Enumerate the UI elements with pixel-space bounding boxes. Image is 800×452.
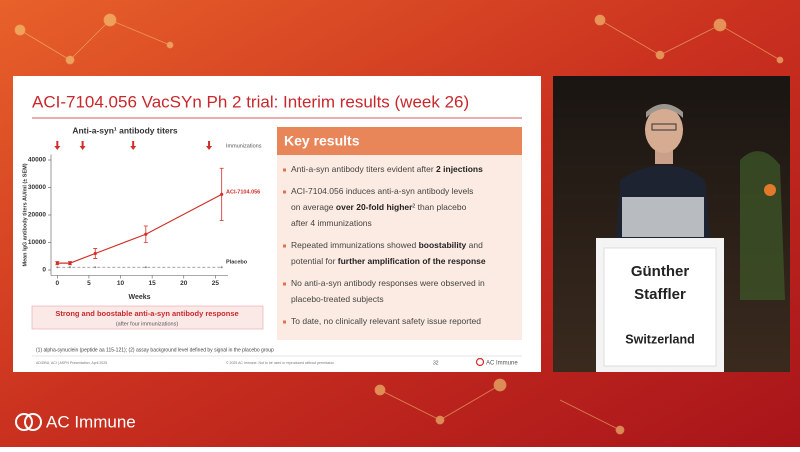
key-results-header bbox=[277, 127, 522, 155]
immunization-arrow bbox=[130, 141, 137, 150]
footer-logo: AC Immune bbox=[486, 361, 518, 367]
immunization-arrow bbox=[79, 141, 86, 150]
data-point bbox=[94, 266, 97, 269]
bullet-text: No anti-a-syn antibody responses were ob… bbox=[291, 278, 485, 288]
data-point bbox=[144, 232, 148, 236]
data-point bbox=[55, 261, 59, 265]
chart-title: Anti-a-syn¹ antibody titers bbox=[72, 125, 178, 135]
bullet-text: Repeated immunizations showed boostabili… bbox=[291, 240, 483, 250]
x-tick-label: 5 bbox=[87, 280, 91, 287]
speaker-figure bbox=[615, 104, 785, 300]
y-axis-label: Mean IgG antibody titers AU/ml (± SEM) bbox=[22, 163, 28, 266]
x-tick-label: 0 bbox=[56, 280, 60, 287]
bullet-segment: and bbox=[466, 240, 483, 250]
immunization-arrow bbox=[54, 141, 61, 150]
bullet-segment: Repeated immunizations showed bbox=[291, 240, 419, 250]
callout: Strong and boostable anti-a-syn antibody… bbox=[55, 309, 238, 318]
bullet-text: potential for further amplification of t… bbox=[291, 256, 486, 266]
bullet-segment: placebo-treated subjects bbox=[291, 294, 384, 304]
bullet-marker bbox=[283, 168, 286, 172]
bullet-marker bbox=[283, 190, 286, 194]
data-point bbox=[220, 192, 224, 196]
bullet-segment: No anti-a-syn antibody responses were ob… bbox=[291, 278, 485, 288]
footer-logo-mark bbox=[475, 357, 485, 367]
y-tick-label: 10000 bbox=[28, 239, 46, 246]
footer-center: © 2025 AC Immune. Not to be used or repr… bbox=[226, 361, 334, 365]
footnote: (1) alpha-synuclein (peptide aa 115-121)… bbox=[36, 347, 274, 353]
immunizations-label: Immunizations bbox=[226, 143, 262, 149]
x-tick-label: 20 bbox=[180, 280, 188, 287]
bullet-segment: further amplification of the response bbox=[338, 256, 486, 266]
bullet-text: Anti-a-syn antibody titers evident after… bbox=[291, 164, 483, 174]
series-label: ACI-7104.056 bbox=[226, 189, 260, 195]
brand-logo-mark bbox=[15, 413, 42, 431]
key-results-title: Key results bbox=[284, 133, 360, 149]
bullet-marker bbox=[283, 320, 286, 324]
callout-box bbox=[31, 305, 264, 330]
bullet-segment: boostability bbox=[419, 240, 467, 250]
bullet-text: ACI-7104.056 induces anti-a-syn antibody… bbox=[291, 186, 473, 196]
key-results-panel bbox=[277, 155, 522, 340]
bullet-segment: 2 injections bbox=[436, 164, 483, 174]
data-point bbox=[68, 261, 72, 265]
immunization-arrow bbox=[206, 141, 213, 150]
bullet-text: placebo-treated subjects bbox=[291, 294, 384, 304]
bullet-marker bbox=[283, 282, 286, 286]
data-point bbox=[220, 266, 223, 269]
bullet-text: on average over 20-fold higher² than pla… bbox=[291, 202, 467, 212]
bullet-segment: on average bbox=[291, 202, 336, 212]
brand-logo: AC Immune bbox=[46, 412, 136, 431]
y-tick-label: 40000 bbox=[28, 157, 46, 164]
speaker-country: Switzerland bbox=[625, 332, 694, 346]
series-label: Placebo bbox=[226, 260, 248, 266]
data-point bbox=[144, 266, 147, 269]
y-tick-label: 0 bbox=[42, 267, 46, 274]
y-tick-label: 20000 bbox=[28, 212, 46, 219]
bullet-segment: potential for bbox=[291, 256, 338, 266]
footer-left: AD/DBU, ACI | ASPH Presentation, April 2… bbox=[36, 361, 107, 365]
x-axis-label: Weeks bbox=[128, 294, 150, 301]
bullet-segment: after 4 immunizations bbox=[291, 218, 372, 228]
bullet-segment: ACI-7104.056 induces anti-a-syn antibody… bbox=[291, 186, 473, 196]
network-decoration bbox=[14, 13, 784, 435]
bullet-marker bbox=[283, 244, 286, 248]
bullet-segment: over 20-fold higher bbox=[336, 202, 413, 212]
speaker-first-name: Günther bbox=[631, 263, 689, 280]
y-tick-label: 30000 bbox=[28, 184, 46, 191]
bullet-segment: ² than placebo bbox=[412, 202, 466, 212]
x-tick-label: 15 bbox=[149, 280, 157, 287]
slide-title: ACI-7104.056 VacSYn Ph 2 trial: Interim … bbox=[32, 92, 469, 111]
bullet-segment: Anti-a-syn antibody titers evident after bbox=[291, 164, 436, 174]
callout-note: (after four immunizations) bbox=[116, 321, 179, 327]
bullet-text: after 4 immunizations bbox=[291, 218, 372, 228]
speaker-last-name: Staffler bbox=[634, 286, 686, 303]
data-point bbox=[56, 266, 59, 269]
data-point bbox=[93, 251, 97, 256]
page-number: 32 bbox=[433, 360, 439, 366]
bullet-text: To date, no clinically relevant safety i… bbox=[291, 316, 481, 326]
x-tick-label: 25 bbox=[212, 280, 220, 287]
x-tick-label: 10 bbox=[117, 280, 125, 287]
bullet-segment: To date, no clinically relevant safety i… bbox=[291, 316, 481, 326]
name-plate bbox=[603, 247, 717, 367]
data-point bbox=[68, 266, 71, 269]
